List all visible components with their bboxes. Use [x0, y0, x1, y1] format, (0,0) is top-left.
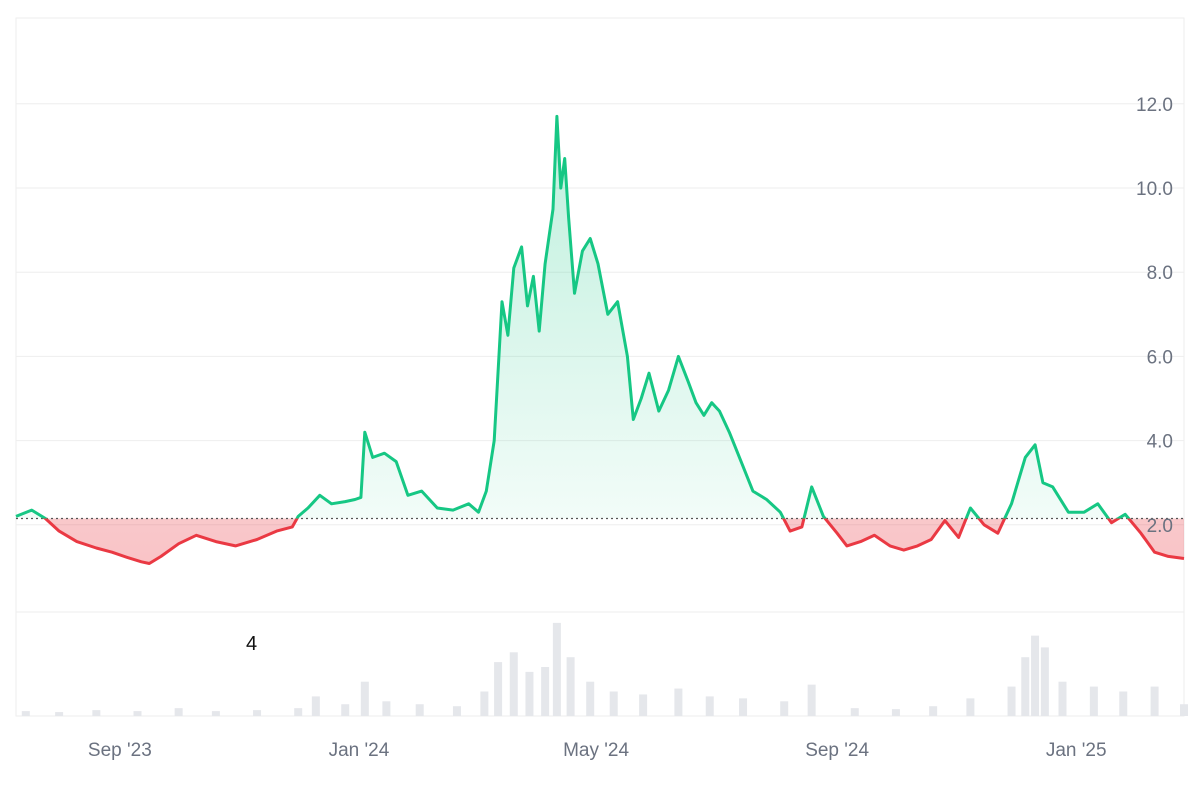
volume-bar	[253, 710, 262, 716]
x-tick-label: Sep '23	[88, 740, 152, 761]
volume-bar	[891, 709, 900, 716]
volume-bar	[1089, 686, 1098, 716]
volume-bar	[586, 681, 595, 716]
volume-bar	[552, 622, 561, 716]
y-tick-label: 6.0	[1147, 347, 1173, 368]
volume-bar	[674, 688, 683, 716]
volume-bar	[55, 712, 64, 716]
x-tick-label: May '24	[563, 740, 629, 761]
area-fill-below	[16, 518, 1184, 564]
x-tick-label: Jan '24	[329, 740, 390, 761]
volume-bar	[1119, 691, 1128, 716]
volume-bar	[639, 694, 648, 716]
volume-bar	[966, 698, 975, 716]
volume-bar	[92, 710, 101, 716]
volume-bar	[294, 708, 303, 716]
area-fill-above	[16, 116, 1129, 519]
volume-bar	[1058, 681, 1067, 716]
volume-bar	[480, 691, 489, 716]
volume-bar	[494, 662, 503, 716]
y-axis-labels: 2.0 4.0 6.0 8.0 10.0 12.0	[1136, 95, 1173, 537]
plot-frame	[15, 17, 1185, 717]
price-line-down	[42, 518, 1185, 565]
volume-bar	[311, 696, 320, 716]
area-layer	[16, 116, 1184, 564]
volume-bar	[1007, 686, 1016, 716]
volume-bar	[133, 711, 142, 716]
y-tick-label: 12.0	[1136, 95, 1173, 116]
volume-bar	[21, 711, 30, 716]
volume-bar	[1031, 635, 1040, 716]
volume-bar	[525, 671, 534, 716]
volume-bar	[705, 696, 714, 716]
y-tick-label: 2.0	[1147, 516, 1173, 537]
y-tick-label: 10.0	[1136, 179, 1173, 200]
volume-bar	[415, 704, 424, 716]
volume-layer	[21, 622, 1188, 716]
y-tick-label: 4.0	[1147, 432, 1173, 453]
volume-bar	[509, 652, 518, 716]
x-axis-labels: Sep '23 Jan '24 May '24 Sep '24 Jan '25	[88, 740, 1107, 761]
volume-bar	[1040, 647, 1049, 716]
volume-bar	[541, 667, 550, 716]
annotation-label: 4	[246, 633, 258, 655]
price-line-up	[15, 114, 1131, 519]
volume-bar	[1180, 704, 1188, 716]
volume-bar	[1150, 686, 1159, 716]
x-tick-label: Sep '24	[805, 740, 869, 761]
volume-bar	[780, 701, 789, 716]
volume-bar	[609, 691, 618, 716]
line-layer	[15, 114, 1185, 565]
volume-bar	[452, 706, 461, 716]
volume-bar	[929, 706, 938, 716]
volume-bar	[211, 711, 220, 716]
x-tick-label: Jan '25	[1046, 740, 1107, 761]
volume-bar	[382, 701, 391, 716]
volume-bar	[850, 708, 859, 716]
volume-bar	[739, 698, 748, 716]
volume-bar	[341, 704, 350, 716]
volume-bar	[360, 681, 369, 716]
volume-bar	[566, 657, 575, 716]
volume-bar	[1021, 657, 1030, 716]
y-tick-label: 8.0	[1147, 263, 1173, 284]
volume-bar	[174, 708, 183, 716]
volume-bar	[807, 684, 816, 716]
